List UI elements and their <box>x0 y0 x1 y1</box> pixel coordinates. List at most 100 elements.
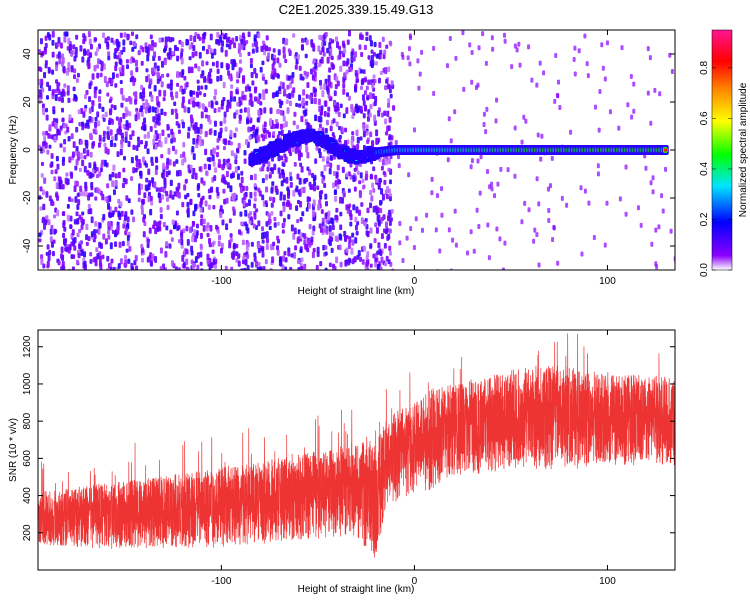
spectrogram-noise-cell <box>388 192 392 197</box>
spectrogram-noise-cell <box>387 98 391 104</box>
spectrogram-noise-cell <box>189 164 193 170</box>
spectrogram-noise-cell <box>228 43 232 50</box>
spectrogram-noise-cell <box>237 142 241 149</box>
spectrogram-noise-cell <box>82 148 86 154</box>
spectrogram-noise-cell <box>324 31 328 37</box>
spectrogram-noise-cell <box>390 209 394 214</box>
spectrogram-noise-cell <box>603 242 607 248</box>
spectrogram-noise-cell <box>135 265 139 270</box>
spectrogram-noise-cell <box>98 256 102 261</box>
spectrogram-noise-cell <box>359 105 363 113</box>
spectrogram-noise-cell <box>41 216 45 224</box>
spectrogram-noise-cell <box>212 204 216 210</box>
spectrogram-noise-cell <box>268 225 272 231</box>
spectrogram-noise-cell <box>517 41 521 47</box>
spectrogram-noise-cell <box>597 127 601 133</box>
spectrogram-noise-cell <box>83 165 87 173</box>
spectrogram-noise-cell <box>158 133 162 140</box>
spectrogram-noise-cell <box>586 73 590 79</box>
spectrogram-noise-cell <box>161 129 165 137</box>
spectrogram-noise-cell <box>356 170 360 175</box>
spectrogram-noise-cell <box>248 86 252 92</box>
spectrogram-noise-cell <box>596 163 600 169</box>
spectrogram-noise-cell <box>182 141 186 148</box>
spectrogram-noise-cell <box>196 33 200 40</box>
spectrogram-noise-cell <box>453 208 457 214</box>
spectrogram-noise-cell <box>175 159 179 164</box>
spectrogram-noise-cell <box>192 138 196 145</box>
spectrogram-noise-cell <box>328 262 332 268</box>
spectrogram-noise-cell <box>147 195 151 203</box>
spectrogram-noise-cell <box>38 232 42 238</box>
spectrogram-noise-cell <box>239 186 243 194</box>
spectrogram-noise-cell <box>347 95 351 101</box>
spectrogram-noise-cell <box>233 112 237 119</box>
spectrogram-noise-cell <box>287 250 291 257</box>
spectrogram-noise-cell <box>41 189 45 196</box>
spectrogram-noise-cell <box>385 193 389 200</box>
spectrogram-noise-cell <box>138 162 142 169</box>
spectrogram-noise-cell <box>63 139 67 145</box>
spectrogram-noise-cell <box>164 36 168 44</box>
spectrogram-noise-cell <box>40 258 44 265</box>
spectrogram-noise-cell <box>169 190 173 197</box>
spectrogram-noise-cell <box>264 200 268 205</box>
spectrogram-noise-cell <box>370 141 374 148</box>
spectrogram-noise-cell <box>324 212 328 220</box>
spectrogram-noise-cell <box>257 33 261 39</box>
spectrogram-noise-cell <box>70 241 74 247</box>
spectrogram-noise-cell <box>141 198 145 204</box>
spectrogram-noise-cell <box>312 176 316 182</box>
spectrogram-noise-cell <box>51 250 55 257</box>
spectrogram-noise-cell <box>282 46 286 54</box>
spectrogram-noise-cell <box>166 52 170 57</box>
spectrogram-noise-cell <box>171 51 175 56</box>
spectrogram-noise-cell <box>57 51 61 59</box>
spectrogram-noise-cell <box>101 106 105 112</box>
spectrogram-noise-cell <box>62 67 66 74</box>
spectrogram-noise-cell <box>551 236 555 242</box>
spectrogram-noise-cell <box>535 232 539 238</box>
spectrogram-noise-cell <box>354 216 358 223</box>
spectrogram-noise-cell <box>158 192 162 198</box>
spectrogram-noise-cell <box>306 166 310 171</box>
spectrogram-noise-cell <box>199 232 203 240</box>
spectrogram-noise-cell <box>554 52 558 58</box>
spectrogram-noise-cell <box>134 167 138 173</box>
spectrogram-noise-cell <box>282 205 286 213</box>
spectrogram-noise-cell <box>96 64 100 69</box>
spectrogram-noise-cell <box>333 90 337 97</box>
spectrogram-noise-cell <box>298 65 302 71</box>
spectrogram-noise-cell <box>289 181 293 188</box>
spectrogram-noise-cell <box>321 217 325 223</box>
spectrogram-noise-cell <box>81 56 85 63</box>
spectrogram-noise-cell <box>66 204 70 209</box>
spectrogram-noise-cell <box>267 52 271 60</box>
spectrogram-noise-cell <box>303 233 307 239</box>
spectrogram-noise-cell <box>38 66 42 71</box>
spectrogram-noise-cell <box>76 232 80 238</box>
spectrogram-noise-cell <box>287 48 291 53</box>
spectrogram-noise-cell <box>229 90 233 98</box>
spectrogram-noise-cell <box>317 203 321 211</box>
spectrogram-noise-cell <box>166 204 170 210</box>
spectrogram-noise-cell <box>282 115 286 122</box>
spectrogram-noise-cell <box>64 177 68 184</box>
spectrogram-noise-cell <box>470 79 474 85</box>
spectrogram-noise-cell <box>51 89 55 96</box>
spectrogram-noise-cell <box>234 159 238 165</box>
spectrogram-noise-cell <box>135 34 139 40</box>
spectrogram-noise-cell <box>270 202 274 208</box>
spectrogram-noise-cell <box>247 213 251 219</box>
spectrogram-noise-cell <box>137 189 141 196</box>
spectrogram-noise-cell <box>98 222 102 229</box>
spectrogram-noise-cell <box>249 94 253 102</box>
spectrogram-noise-cell <box>229 129 233 137</box>
spectrogram-noise-cell <box>96 253 100 260</box>
spectrogram-noise-cell <box>167 83 171 89</box>
spectrogram-noise-cell <box>267 161 271 167</box>
spectrogram-noise-cell <box>97 120 101 127</box>
spectrogram-noise-cell <box>329 154 333 161</box>
spectrogram-noise-cell <box>159 265 163 270</box>
spectrogram-noise-cell <box>524 118 528 124</box>
